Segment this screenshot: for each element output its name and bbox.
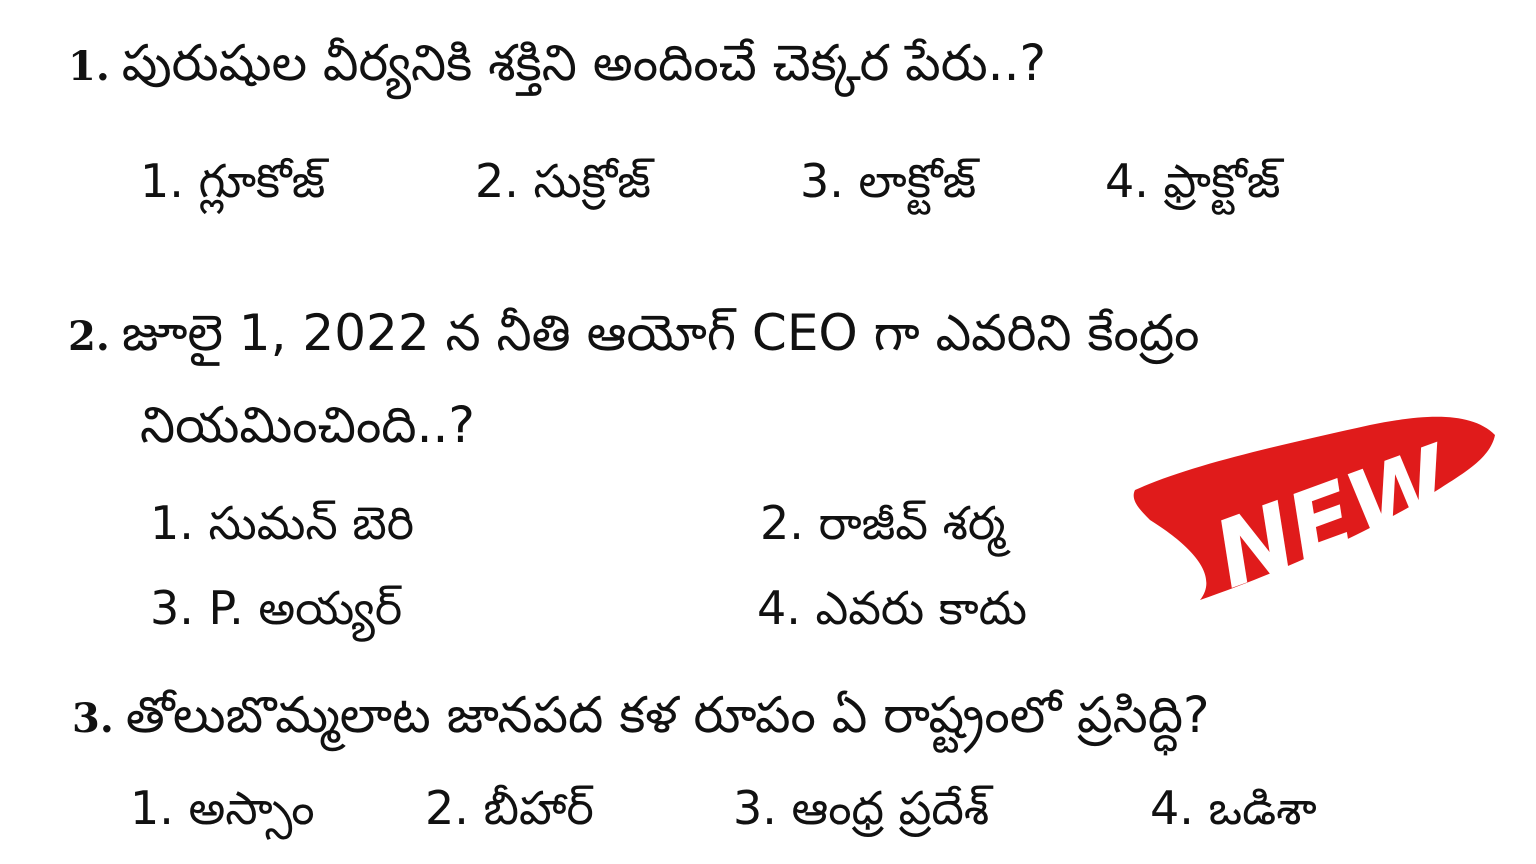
question-text: తోలుబొమ్మలాట జానపద కళ రూపం ఏ రాష్ట్రంలో … [125,686,1210,744]
question-3: 3. తోలుబొమ్మలాట జానపద కళ రూపం ఏ రాష్ట్రంల… [72,690,1210,740]
q1-option-4: 4. ఫ్రాక్టోజ్ [1105,154,1281,208]
q2-option-2: 2. రాజీవ్ శర్మ [760,496,1006,550]
question-2-continued: నియమించింది..? [140,396,475,454]
q3-option-3: 3. ఆంధ్ర ప్రదేశ్ [733,781,990,835]
q2-option-3: 3. P. అయ్యర్ [150,581,403,635]
q3-option-1: 1. అస్సాం [130,781,315,835]
question-number: 1. [68,43,110,90]
question-2: 2. జూలై 1, 2022 న నీతి ఆయోగ్ CEO గా ఎవరిన… [68,308,1199,358]
q1-option-3: 3. లాక్టోజ్ [800,154,977,208]
q3-option-2: 2. బీహార్ [425,781,594,835]
q1-option-2: 2. సుక్రోజ్ [475,154,651,208]
q2-option-1: 1. సుమన్ బెరి [150,496,415,550]
question-number: 3. [72,695,114,742]
q3-option-4: 4. ఒడిశా [1150,781,1317,835]
new-badge: NEW [1133,416,1495,605]
question-text: పురుషుల వీర్యనికి శక్తిని అందించే చెక్కర… [121,34,1047,92]
question-1: 1. పురుషుల వీర్యనికి శక్తిని అందించే చెక్… [68,38,1046,88]
question-number: 2. [68,313,110,360]
q1-option-1: 1. గ్లూకోజ్ [140,154,326,208]
brush-stroke [1133,416,1495,600]
question-text: జూలై 1, 2022 న నీతి ఆయోగ్ CEO గా ఎవరిని … [121,304,1200,362]
q2-option-4: 4. ఎవరు కాదు [757,581,1028,635]
